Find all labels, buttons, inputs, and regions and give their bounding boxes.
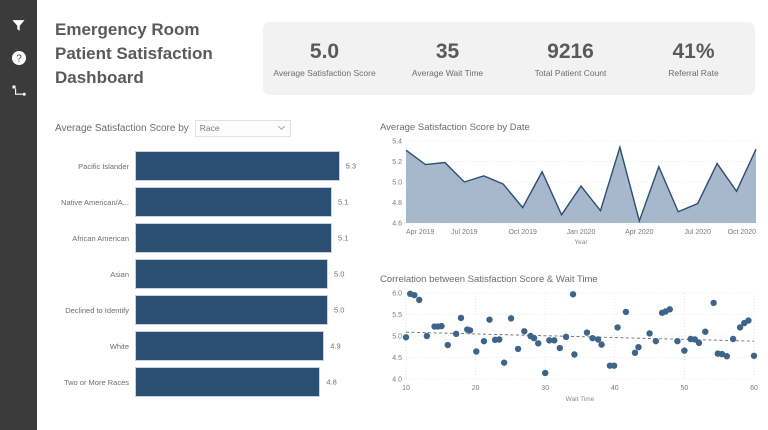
bar-value-label: 4.9 <box>330 341 341 351</box>
svg-text:Jul 2019: Jul 2019 <box>451 229 478 236</box>
bar-fill[interactable] <box>135 151 340 181</box>
bar-value-label: 5.1 <box>337 233 349 243</box>
svg-text:50: 50 <box>681 385 689 392</box>
kpi-value: 5.0 <box>309 39 340 63</box>
bar-row[interactable]: Asian 5.0 <box>55 256 360 292</box>
bar-track: 5.1 <box>135 223 360 253</box>
kpi-label: Average Wait Time <box>411 68 484 79</box>
scatter-chart-panel: Correlation between Satisfaction Score &… <box>380 274 760 414</box>
bar-chart-rows: Pacific Islander 5.3 Native American/A... 5… <box>55 148 360 406</box>
svg-text:5.4: 5.4 <box>392 138 402 145</box>
svg-text:6.0: 6.0 <box>392 290 402 297</box>
line-chart-panel: Average Satisfaction Score by Date 5.4 5.… <box>380 122 760 257</box>
scatter-chart-title: Correlation between Satisfaction Score &… <box>380 274 598 285</box>
svg-text:Year: Year <box>574 239 588 246</box>
race-dropdown-value: Race <box>199 123 220 133</box>
kpi-card-satisfaction: 5.0 Average Satisfaction Score <box>263 39 386 78</box>
kpi-card-patient-count: 9216 Total Patient Count <box>509 39 632 78</box>
scatter-chart-svg: 6.0 5.5 5.0 4.5 4.010 20 30 40 50 60 Wait Time <box>392 290 758 403</box>
kpi-card-wait-time: 35 Average Wait Time <box>386 39 509 78</box>
bar-track: 5.0 <box>135 259 360 289</box>
kpi-strip: 5.0 Average Satisfaction Score 35 Averag… <box>263 22 755 95</box>
bar-category-label: Native American/A... <box>61 197 129 207</box>
svg-text:?: ? <box>16 54 22 65</box>
svg-text:5.2: 5.2 <box>392 159 402 166</box>
svg-text:5.0: 5.0 <box>392 333 402 340</box>
kpi-card-referral-rate: 41% Referral Rate <box>632 39 755 78</box>
bar-track: 5.1 <box>135 187 360 217</box>
svg-text:Jul 2020: Jul 2020 <box>684 229 711 236</box>
bar-row[interactable]: White 4.9 <box>55 328 360 364</box>
kpi-label: Referral Rate <box>668 68 719 79</box>
svg-text:40: 40 <box>611 385 619 392</box>
bar-row[interactable]: Pacific Islander 5.3 <box>55 148 360 184</box>
svg-text:60: 60 <box>750 385 758 392</box>
kpi-label: Average Satisfaction Score <box>273 68 376 79</box>
kpi-value: 35 <box>435 39 460 63</box>
bar-row[interactable]: Declined to Identify 5.0 <box>55 292 360 328</box>
svg-text:5.5: 5.5 <box>392 312 402 319</box>
svg-text:4.5: 4.5 <box>392 355 402 362</box>
bar-category-label: African American <box>72 233 129 243</box>
bar-value-label: 5.3 <box>345 161 357 171</box>
svg-text:Wait Time: Wait Time <box>566 396 595 403</box>
bar-fill[interactable] <box>135 187 332 217</box>
svg-text:Apr 2020: Apr 2020 <box>625 229 654 236</box>
bar-category-label: Asian <box>110 269 129 279</box>
bar-row[interactable]: African American 5.1 <box>55 220 360 256</box>
svg-text:4.0: 4.0 <box>392 376 402 383</box>
page-title: Emergency Room Patient Satisfaction Dash… <box>55 20 213 88</box>
svg-text:4.6: 4.6 <box>392 220 402 227</box>
bookmark-icon[interactable] <box>0 78 37 104</box>
bar-track: 5.0 <box>135 295 360 325</box>
svg-text:10: 10 <box>402 385 410 392</box>
chevron-down-icon <box>277 119 286 137</box>
sidebar: ? <box>0 0 37 430</box>
line-chart-svg: 5.4 5.2 5.0 4.8 4.6 Apr 2019 Jul 2019 Oct 2019 J… <box>392 138 757 246</box>
help-icon[interactable]: ? <box>0 45 37 71</box>
bar-row[interactable]: Two or More Races 4.8 <box>55 364 360 400</box>
bar-fill[interactable] <box>135 367 321 397</box>
bar-track: 4.9 <box>135 331 360 361</box>
svg-text:Oct 2019: Oct 2019 <box>508 229 537 236</box>
bar-fill[interactable] <box>135 223 332 253</box>
bar-value-label: 5.0 <box>334 269 345 279</box>
filter-icon[interactable] <box>0 12 37 38</box>
bar-value-label: 5.1 <box>337 197 349 207</box>
kpi-value: 41% <box>672 39 715 63</box>
bar-chart-title: Average Satisfaction Score by <box>55 122 189 134</box>
svg-text:30: 30 <box>541 385 549 392</box>
bar-value-label: 4.8 <box>326 377 337 387</box>
bar-chart-panel: Average Satisfaction Score by Race Pacif… <box>55 118 360 408</box>
bar-category-label: Pacific Islander <box>78 161 129 171</box>
svg-text:Oct 2020: Oct 2020 <box>728 229 757 236</box>
bar-chart-header: Average Satisfaction Score by Race <box>55 118 360 138</box>
bar-fill[interactable] <box>135 295 329 325</box>
bar-category-label: Two or More Races <box>63 377 129 387</box>
line-chart-title: Average Satisfaction Score by Date <box>380 122 530 133</box>
svg-text:Jan 2020: Jan 2020 <box>567 229 596 236</box>
kpi-label: Total Patient Count <box>534 68 607 79</box>
svg-text:5.0: 5.0 <box>392 179 402 186</box>
svg-text:4.8: 4.8 <box>392 200 402 207</box>
race-dropdown[interactable]: Race <box>194 119 291 137</box>
bar-track: 5.3 <box>135 151 360 181</box>
svg-text:Apr 2019: Apr 2019 <box>406 229 435 236</box>
bar-category-label: White <box>109 341 129 351</box>
svg-text:20: 20 <box>472 385 480 392</box>
bar-value-label: 5.0 <box>334 305 345 315</box>
bar-row[interactable]: Native American/A... 5.1 <box>55 184 360 220</box>
kpi-value: 9216 <box>547 39 594 63</box>
bar-fill[interactable] <box>135 259 329 289</box>
bar-category-label: Declined to Identify <box>65 305 129 315</box>
bar-fill[interactable] <box>135 331 325 361</box>
bar-track: 4.8 <box>135 367 360 397</box>
